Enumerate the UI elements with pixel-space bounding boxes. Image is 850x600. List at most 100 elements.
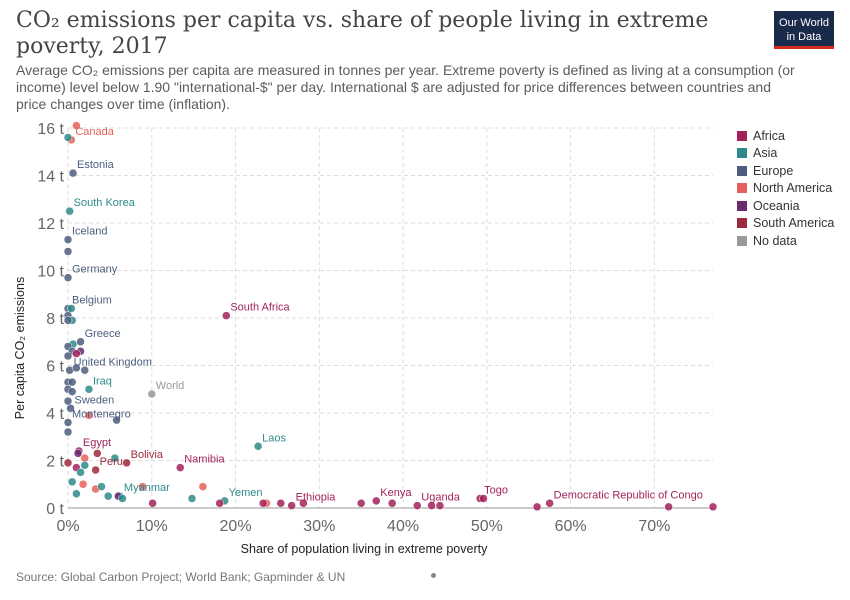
point-label: Uganda bbox=[421, 492, 460, 504]
legend-item[interactable]: North America bbox=[737, 180, 834, 198]
data-point[interactable] bbox=[138, 482, 147, 491]
legend: Africa Asia Europe North America Oceania Sout… bbox=[737, 127, 834, 250]
data-point[interactable] bbox=[76, 337, 85, 346]
data-point[interactable] bbox=[67, 377, 77, 387]
y-tick-label: 10 t bbox=[37, 264, 64, 281]
data-point[interactable] bbox=[148, 499, 157, 508]
data-point[interactable] bbox=[68, 168, 78, 178]
data-point[interactable] bbox=[84, 385, 94, 394]
data-point[interactable] bbox=[479, 494, 488, 503]
data-point[interactable] bbox=[435, 501, 445, 510]
legend-swatch bbox=[737, 148, 747, 159]
legend-swatch bbox=[737, 165, 747, 176]
legend-label: Europe bbox=[753, 163, 794, 178]
logo-line-2: in Data bbox=[786, 31, 822, 43]
point-label: United Kingdom bbox=[74, 356, 152, 368]
legend-item[interactable]: No data bbox=[737, 232, 834, 250]
data-point[interactable] bbox=[110, 453, 120, 463]
data-point[interactable] bbox=[372, 496, 381, 506]
data-point[interactable] bbox=[93, 449, 102, 458]
data-point[interactable] bbox=[532, 502, 542, 512]
data-point[interactable] bbox=[253, 442, 263, 451]
data-point[interactable] bbox=[65, 206, 74, 216]
data-point[interactable] bbox=[63, 427, 73, 437]
legend-item[interactable]: Asia bbox=[737, 145, 834, 163]
data-point[interactable] bbox=[63, 316, 73, 325]
data-point[interactable] bbox=[78, 480, 88, 489]
legend-item[interactable]: Europe bbox=[737, 162, 834, 180]
data-point[interactable] bbox=[413, 501, 422, 510]
data-point[interactable] bbox=[103, 491, 113, 501]
y-tick-label: 4 t bbox=[46, 406, 64, 423]
data-point[interactable] bbox=[63, 396, 73, 406]
data-point[interactable] bbox=[72, 349, 81, 358]
point-label: Germany bbox=[72, 264, 118, 276]
data-point[interactable] bbox=[545, 499, 554, 508]
data-point[interactable] bbox=[72, 363, 81, 373]
data-point[interactable] bbox=[287, 501, 296, 510]
data-point[interactable] bbox=[63, 351, 73, 361]
data-point[interactable] bbox=[198, 482, 208, 491]
legend-item[interactable]: South America bbox=[737, 215, 834, 233]
data-point[interactable] bbox=[427, 501, 436, 510]
data-point[interactable] bbox=[299, 499, 308, 508]
data-point[interactable] bbox=[664, 502, 673, 512]
data-point[interactable] bbox=[215, 499, 224, 508]
data-point[interactable] bbox=[80, 366, 90, 375]
data-point[interactable] bbox=[708, 502, 718, 512]
data-point[interactable] bbox=[63, 458, 73, 468]
data-point[interactable] bbox=[72, 121, 81, 130]
y-tick-label: 2 t bbox=[46, 454, 64, 471]
point-label: Democratic Republic of Congo bbox=[554, 489, 703, 501]
data-point[interactable] bbox=[387, 499, 397, 508]
data-point[interactable] bbox=[63, 273, 73, 282]
data-point[interactable] bbox=[112, 415, 121, 425]
y-tick-label: 12 t bbox=[37, 216, 64, 233]
data-point[interactable] bbox=[80, 453, 90, 463]
point-label: South Korea bbox=[74, 197, 136, 209]
data-point[interactable] bbox=[67, 387, 77, 396]
data-point[interactable] bbox=[63, 133, 73, 142]
data-point[interactable] bbox=[187, 494, 197, 503]
data-point[interactable] bbox=[356, 499, 366, 508]
chart-subtitle: Average CO₂ emissions per capita are mea… bbox=[16, 62, 795, 112]
point-label: Namibia bbox=[184, 454, 225, 466]
point-label: Belgium bbox=[72, 295, 112, 307]
legend-swatch bbox=[737, 183, 747, 194]
legend-item[interactable]: Africa bbox=[737, 127, 834, 145]
data-point[interactable] bbox=[118, 494, 127, 503]
data-point[interactable] bbox=[84, 411, 94, 420]
point-labels: Canada Estonia South Korea Iceland Germany Be… bbox=[72, 126, 703, 504]
data-point[interactable] bbox=[67, 304, 76, 313]
point-label: Peru bbox=[100, 456, 123, 468]
data-point[interactable] bbox=[91, 465, 100, 475]
point-label: South Africa bbox=[230, 302, 290, 314]
data-point[interactable] bbox=[276, 499, 286, 508]
legend-swatch bbox=[737, 218, 747, 229]
point-label: Bolivia bbox=[131, 449, 164, 461]
point-label: Togo bbox=[484, 485, 508, 497]
point-label: Iceland bbox=[72, 226, 107, 238]
data-point[interactable] bbox=[63, 418, 73, 427]
legend-swatch bbox=[737, 130, 747, 141]
data-point[interactable] bbox=[147, 389, 157, 399]
data-point[interactable] bbox=[258, 499, 268, 508]
legend-swatch bbox=[737, 235, 747, 246]
legend-item[interactable]: Oceania bbox=[737, 197, 834, 215]
x-tick-label: 30% bbox=[303, 518, 335, 535]
data-point[interactable] bbox=[97, 482, 106, 491]
data-point[interactable] bbox=[222, 311, 231, 320]
data-point[interactable] bbox=[73, 449, 83, 458]
x-tick-label: 70% bbox=[638, 518, 670, 535]
owid-logo[interactable]: Our World in Data bbox=[774, 11, 834, 49]
data-point[interactable] bbox=[122, 458, 131, 468]
point-label: Yemen bbox=[229, 487, 263, 499]
data-point[interactable] bbox=[67, 477, 77, 487]
data-point[interactable] bbox=[80, 461, 90, 470]
data-point[interactable] bbox=[72, 489, 81, 498]
data-point[interactable] bbox=[63, 247, 73, 256]
point-label: Montenegro bbox=[72, 409, 131, 421]
data-point[interactable] bbox=[175, 463, 185, 472]
data-point[interactable] bbox=[63, 235, 73, 244]
data-point[interactable] bbox=[76, 468, 85, 477]
